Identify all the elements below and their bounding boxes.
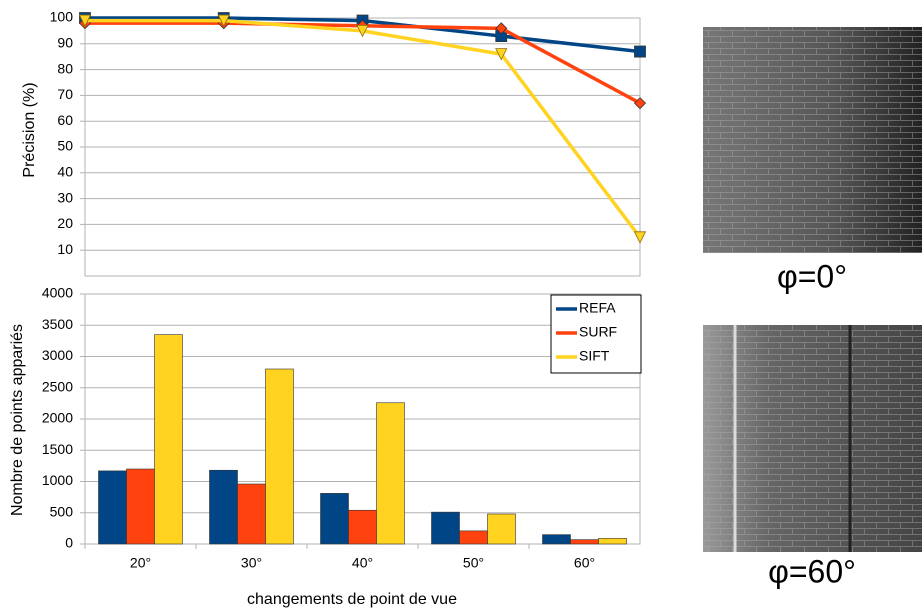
bar — [154, 334, 183, 545]
y-tick-label: 30 — [57, 189, 73, 205]
y-tick-label: 10 — [57, 241, 73, 257]
y-tick-label: 2500 — [42, 378, 73, 394]
bar — [265, 368, 294, 545]
y-tick-label: 100 — [50, 9, 74, 25]
photo-0 — [703, 27, 922, 253]
marker — [217, 14, 230, 27]
bar — [570, 539, 599, 545]
bar — [431, 511, 460, 545]
bar — [320, 493, 349, 545]
marker — [78, 14, 92, 27]
bar — [237, 483, 266, 545]
photo-60 — [703, 325, 922, 552]
image-caption: φ=60° — [768, 553, 856, 589]
bar — [209, 469, 238, 545]
bar — [598, 538, 627, 545]
y-tick-label: 0 — [65, 535, 73, 551]
marker — [356, 25, 369, 38]
y-tick-label: 4000 — [42, 285, 73, 301]
y-tick-label: 50 — [57, 138, 73, 154]
marker — [633, 97, 647, 110]
x-tick-label: 40° — [352, 555, 373, 571]
x-axis-label: changements de point de vue — [247, 591, 457, 608]
bar — [542, 534, 571, 545]
bar — [376, 402, 405, 545]
legend-label: REFA — [579, 300, 616, 316]
y-tick-label: 20 — [57, 215, 73, 231]
y-tick-label: 500 — [50, 503, 74, 519]
y-tick-label: 3000 — [42, 347, 73, 363]
x-tick-label: 50° — [463, 555, 484, 571]
marker — [634, 45, 646, 58]
y-tick-label: 2000 — [42, 410, 73, 426]
x-tick-label: 30° — [241, 555, 262, 571]
marker — [495, 48, 508, 61]
marker — [633, 231, 647, 244]
y-axis-label: Nombre de points appariés — [9, 324, 26, 516]
bar — [126, 468, 155, 545]
y-tick-label: 3500 — [42, 316, 73, 332]
y-tick-label: 70 — [57, 86, 73, 102]
y-tick-label: 60 — [57, 112, 73, 128]
y-tick-label: 1000 — [42, 472, 73, 488]
y-axis-label: Précision (%) — [21, 82, 38, 177]
x-tick-label: 60° — [574, 555, 595, 571]
image-caption: φ=0° — [777, 258, 847, 294]
legend-label: SIFT — [579, 348, 610, 364]
bar — [98, 470, 127, 545]
y-tick-label: 80 — [57, 60, 73, 76]
bar — [348, 509, 377, 545]
bar — [487, 513, 516, 545]
line — [85, 18, 642, 239]
marker — [495, 22, 508, 35]
y-tick-label: 40 — [57, 164, 73, 180]
y-tick-label: 90 — [57, 35, 73, 51]
y-tick-label: 1500 — [42, 441, 73, 457]
x-tick-label: 20° — [130, 555, 151, 571]
legend-label: SURF — [579, 324, 617, 340]
bar — [459, 530, 488, 545]
